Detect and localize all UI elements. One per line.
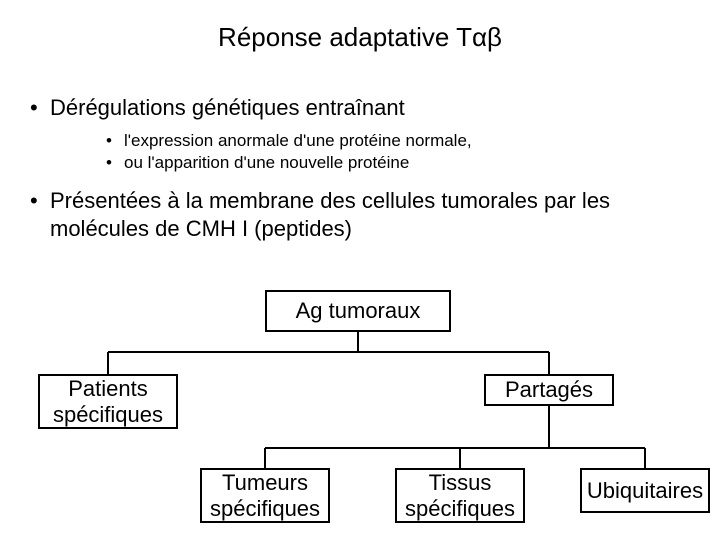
- tree-connectors: [0, 0, 720, 540]
- tree-child3-label: Ubiquitaires: [587, 478, 703, 503]
- bullet-2: Présentées à la membrane des cellules tu…: [24, 187, 696, 242]
- tree-right-box: Partagés: [484, 374, 614, 406]
- tree-child3-box: Ubiquitaires: [580, 468, 710, 513]
- tree-root-label: Ag tumoraux: [296, 298, 421, 323]
- tree-child1-box: Tumeurs spécifiques: [200, 468, 330, 523]
- tree-right-label: Partagés: [505, 377, 593, 402]
- tree-left-box: Patients spécifiques: [38, 374, 178, 429]
- slide-title: Réponse adaptative Tαβ: [0, 22, 720, 53]
- bullet-1: Dérégulations génétiques entraînant: [24, 95, 696, 121]
- tree-left-label: Patients spécifiques: [48, 376, 168, 427]
- tree-child1-label: Tumeurs spécifiques: [210, 470, 320, 521]
- tree-child2-label: Tissus spécifiques: [405, 470, 515, 521]
- tree-root-box: Ag tumoraux: [265, 290, 451, 332]
- bullet-1a: l'expression anormale d'une protéine nor…: [24, 131, 696, 151]
- tree-child2-box: Tissus spécifiques: [395, 468, 525, 523]
- bullet-list: Dérégulations génétiques entraînant l'ex…: [24, 95, 696, 242]
- bullet-1b: ou l'apparition d'une nouvelle protéine: [24, 153, 696, 173]
